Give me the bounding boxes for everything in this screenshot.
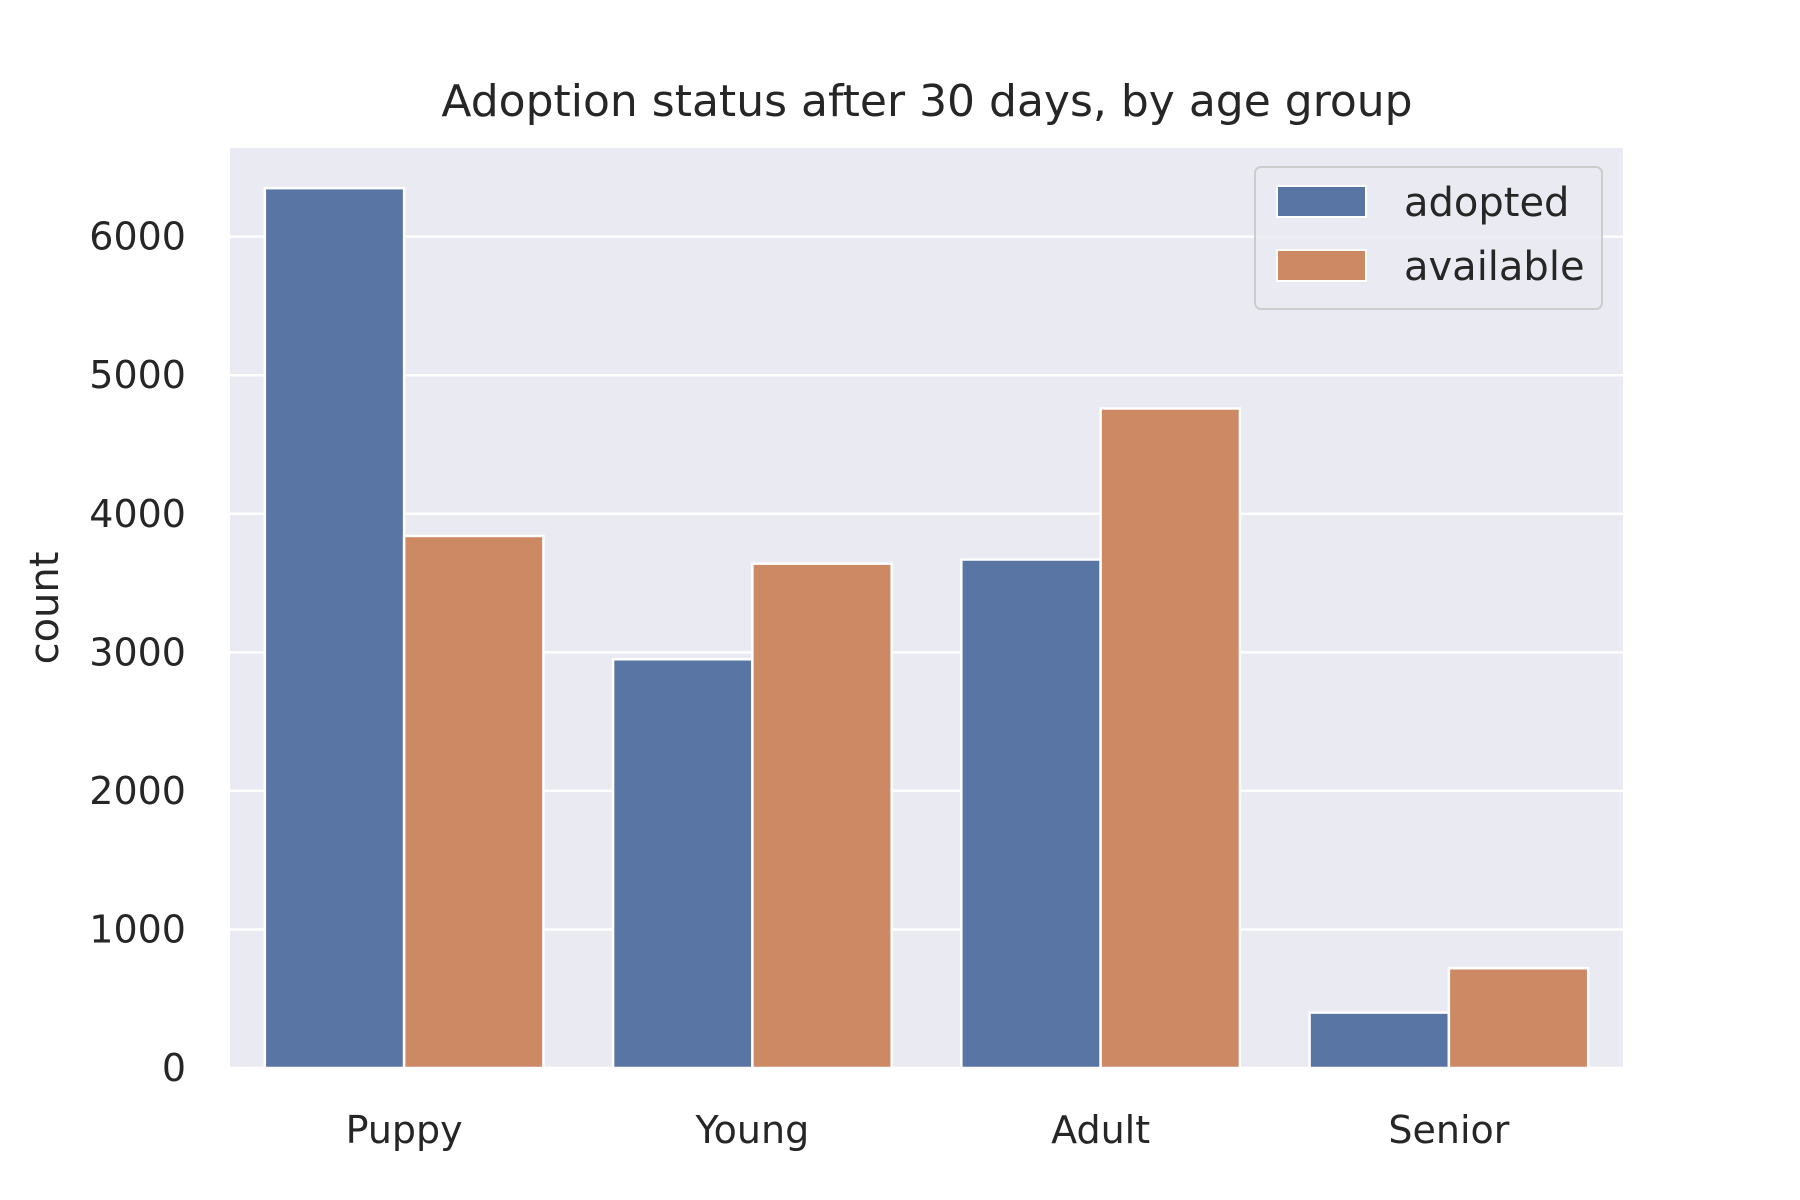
bars	[263, 186, 1590, 1070]
chart-title: Adoption status after 30 days, by age gr…	[441, 76, 1412, 127]
bar-available-young	[751, 562, 893, 1070]
x-axis-ticks: Puppy Young Adult Senior	[346, 1108, 1510, 1152]
legend-swatch-adopted	[1276, 185, 1367, 218]
x-tick-label: Senior	[1388, 1108, 1509, 1152]
bar-adopted-adult	[960, 558, 1102, 1070]
legend-label-adopted: adopted	[1404, 180, 1569, 226]
bar-available-senior	[1447, 966, 1590, 1070]
legend-label-available: available	[1404, 244, 1585, 290]
bar-available-adult	[1099, 407, 1242, 1070]
y-tick-label: 0	[162, 1046, 186, 1090]
legend-swatch-available	[1276, 249, 1367, 282]
y-tick-label: 1000	[89, 907, 186, 951]
x-tick-label: Puppy	[346, 1108, 463, 1152]
bar-adopted-puppy	[263, 186, 406, 1070]
bar-adopted-young	[611, 658, 754, 1070]
bar-adopted-senior	[1308, 1011, 1451, 1070]
bar-available-puppy	[402, 534, 545, 1070]
y-axis-ticks: 0 1000 2000 3000 4000 5000 6000	[89, 215, 186, 1090]
y-tick-label: 4000	[89, 492, 186, 536]
y-tick-label: 5000	[89, 353, 186, 397]
y-tick-label: 2000	[89, 769, 186, 813]
y-axis-label: count	[22, 552, 68, 665]
x-tick-label: Young	[695, 1108, 810, 1152]
y-tick-label: 3000	[89, 630, 186, 674]
x-tick-label: Adult	[1051, 1108, 1150, 1152]
legend: adopted available	[1254, 166, 1603, 310]
y-tick-label: 6000	[89, 215, 186, 259]
